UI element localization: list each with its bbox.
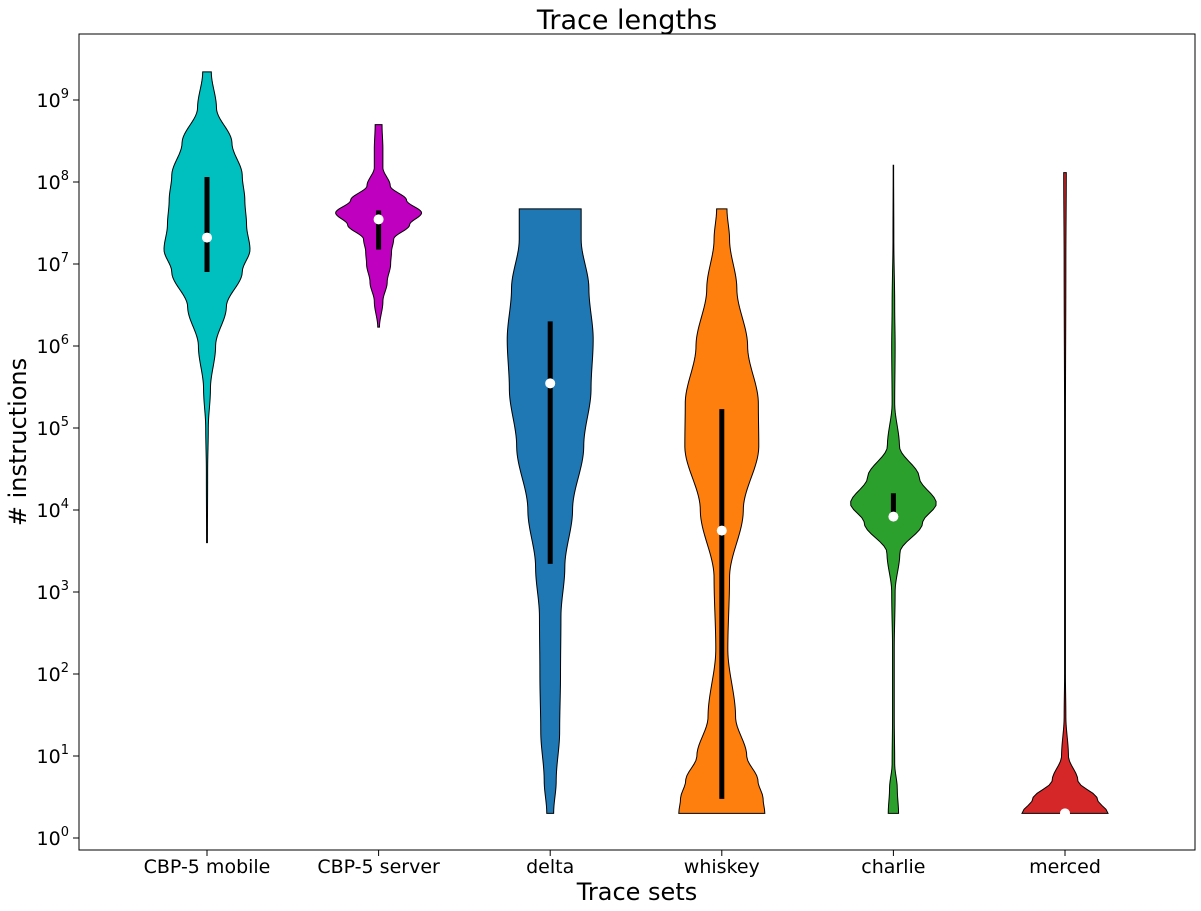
- y-tick-label: 101: [37, 743, 69, 768]
- median-marker: [373, 214, 384, 225]
- median-group: [202, 177, 1070, 819]
- median-marker: [1060, 808, 1070, 819]
- violin-body: [163, 71, 251, 544]
- y-tick-label: 108: [37, 169, 69, 194]
- x-tick-label: whiskey: [684, 856, 760, 878]
- chart-title: Trace lengths: [536, 5, 717, 36]
- y-tick-label: 104: [37, 497, 69, 522]
- y-axis-ticks: 100 101 102 103 104 105 106 107 108 109: [37, 87, 79, 850]
- y-tick-label: 106: [37, 333, 69, 358]
- y-tick-label: 109: [37, 87, 69, 112]
- violin-group: [163, 71, 1109, 814]
- x-tick-label: CBP-5 server: [317, 856, 440, 878]
- y-tick-label: 102: [37, 661, 69, 686]
- median-marker: [545, 378, 556, 389]
- x-axis-ticks: CBP-5 mobile CBP-5 server delta whiskey char…: [144, 850, 1101, 878]
- y-axis-label: # instructions: [4, 358, 32, 526]
- x-axis-label: Trace sets: [576, 878, 697, 906]
- median-marker: [888, 511, 899, 522]
- y-tick-label: 103: [37, 579, 69, 604]
- x-tick-label: CBP-5 mobile: [144, 856, 271, 878]
- y-tick-label: 100: [37, 825, 69, 850]
- median-marker: [202, 232, 212, 243]
- x-tick-label: delta: [526, 856, 574, 878]
- y-tick-label: 107: [37, 251, 69, 276]
- median-marker: [716, 525, 727, 536]
- x-tick-label: merced: [1029, 856, 1101, 878]
- violin-body: [850, 164, 937, 814]
- plot-area: [78, 33, 1196, 851]
- y-tick-label: 105: [37, 415, 69, 440]
- x-tick-label: charlie: [861, 856, 925, 878]
- violin-body: [1021, 172, 1109, 814]
